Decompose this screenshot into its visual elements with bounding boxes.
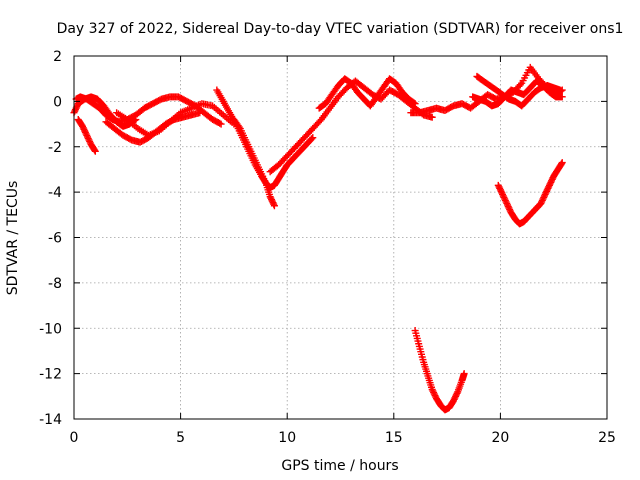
data-point xyxy=(196,109,204,117)
y-tick-label: -14 xyxy=(39,412,62,428)
y-tick-label: 2 xyxy=(53,49,62,65)
chart-title: Day 327 of 2022, Sidereal Day-to-day VTE… xyxy=(57,21,624,37)
data-point xyxy=(428,113,436,121)
data-point-interp xyxy=(453,389,461,397)
data-point xyxy=(411,100,419,108)
x-tick-label: 5 xyxy=(176,430,185,446)
y-tick-label: -10 xyxy=(39,321,62,337)
data-point xyxy=(558,159,566,167)
data-point-interp xyxy=(235,123,243,131)
data-point-interp xyxy=(308,135,316,143)
x-tick-label: 15 xyxy=(385,430,403,446)
series-arc-14 xyxy=(411,327,468,414)
data-point xyxy=(558,93,566,101)
x-tick-label: 0 xyxy=(70,430,79,446)
data-point-interp xyxy=(91,146,99,154)
y-tick-label: -4 xyxy=(48,185,62,201)
data-point xyxy=(460,370,468,378)
data-point-interp xyxy=(516,81,524,89)
x-tick-label: 25 xyxy=(598,430,616,446)
data-markers xyxy=(70,63,566,414)
data-point-interp xyxy=(558,160,566,168)
series-arc-7 xyxy=(230,116,278,210)
y-tick-label: -2 xyxy=(48,140,62,156)
data-point-interp xyxy=(410,99,418,107)
y-tick-label: -6 xyxy=(48,231,62,247)
x-tick-label: 20 xyxy=(491,430,509,446)
data-point-interp xyxy=(216,119,224,127)
data-point xyxy=(309,134,317,142)
data-point xyxy=(270,202,278,210)
series-arc-13 xyxy=(494,159,566,228)
data-point xyxy=(91,147,99,155)
series-arc-8 xyxy=(266,77,436,176)
y-tick-label: -8 xyxy=(48,276,62,292)
series-arc-2 xyxy=(74,116,99,155)
series-arc-5 xyxy=(113,100,238,139)
series-arc-9 xyxy=(315,75,419,112)
y-tick-label: -12 xyxy=(39,367,62,383)
y-axis-label: SDTVAR / TECUs xyxy=(5,181,21,296)
y-tick-label: 0 xyxy=(53,94,62,110)
x-tick-label: 10 xyxy=(278,430,296,446)
x-axis-label: GPS time / hours xyxy=(281,458,398,474)
axis-ticks: 0 5 10 15 20 25 -14 -12 -10 -8 -6 -4 -2 0 2 xyxy=(39,49,616,446)
data-point xyxy=(556,86,564,94)
data-point-interp xyxy=(270,200,278,208)
grid xyxy=(74,56,607,419)
series-arc-3 xyxy=(72,93,225,128)
series-arc-12 xyxy=(473,72,564,110)
data-point xyxy=(217,120,225,128)
series-arc-11 xyxy=(469,77,566,110)
